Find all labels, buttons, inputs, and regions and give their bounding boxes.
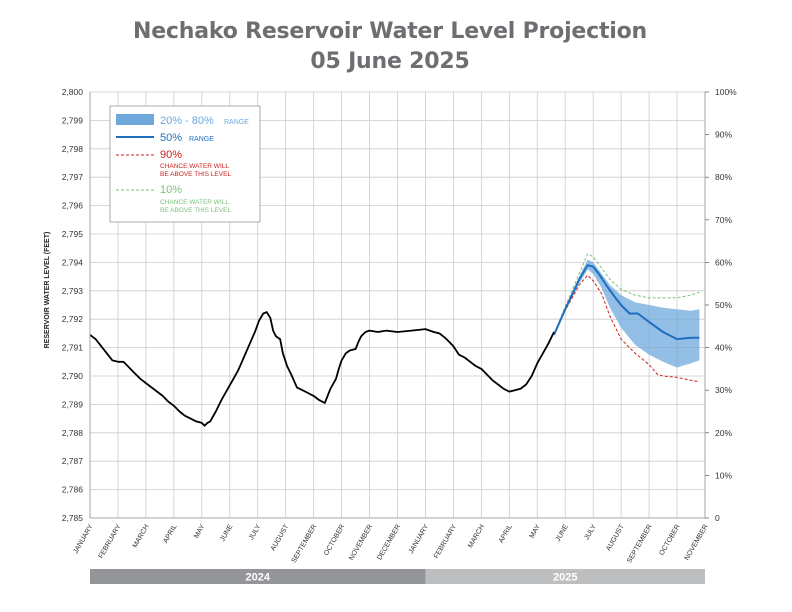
y-tick-label: 2,786 xyxy=(62,485,84,495)
x-tick-label: AUGUST xyxy=(270,523,291,552)
x-tick-label: DECEMBER xyxy=(376,524,402,562)
legend-range-suffix: RANGE xyxy=(224,119,249,126)
x-tick-label: JANUARY xyxy=(408,523,431,555)
chart-subtitle: 05 June 2025 xyxy=(310,49,470,74)
y-tick-label: 2,792 xyxy=(62,314,84,324)
y-tick-label: 2,787 xyxy=(62,456,84,466)
p10-line xyxy=(553,253,700,335)
y2-tick-label: 20% xyxy=(715,428,732,438)
chart-title: Nechako Reservoir Water Level Projection xyxy=(132,19,648,44)
x-tick-label: JULY xyxy=(584,523,599,541)
y-tick-label: 2,795 xyxy=(62,229,84,239)
range-band xyxy=(554,259,700,368)
year-segment-2024 xyxy=(90,569,426,584)
x-tick-label: MARCH xyxy=(132,524,151,550)
x-tick-label: NOVEMBER xyxy=(684,524,710,562)
y2-tick-label: 90% xyxy=(715,130,732,140)
x-tick-label: JUNE xyxy=(219,523,234,543)
legend-p90-label: 90% xyxy=(160,149,182,161)
legend-p90-desc2: BE ABOVE THIS LEVEL xyxy=(160,171,231,178)
year-label: 2024 xyxy=(245,572,270,584)
x-tick-label: MAY xyxy=(193,523,207,539)
y-tick-label: 2,794 xyxy=(62,257,84,267)
y-tick-label: 2,796 xyxy=(62,201,84,211)
y-tick-label: 2,793 xyxy=(62,286,84,296)
x-tick-label: MARCH xyxy=(467,524,486,550)
median-line xyxy=(553,264,700,341)
legend-p10-desc1: CHANCE WATER WILL xyxy=(160,199,229,206)
legend-median-suffix: RANGE xyxy=(189,136,214,143)
y-tick-label: 2,800 xyxy=(62,87,84,97)
x-tick-label: JUNE xyxy=(555,523,570,543)
x-tick-label: APRIL xyxy=(498,523,514,544)
y2-tick-label: 0 xyxy=(715,513,720,523)
p90-line xyxy=(553,274,700,383)
y2-tick-label: 10% xyxy=(715,470,732,480)
y2-tick-label: 70% xyxy=(715,215,732,225)
y-tick-label: 2,789 xyxy=(62,399,84,409)
y2-tick-label: 60% xyxy=(715,257,732,267)
x-tick-label: JANUARY xyxy=(72,523,95,555)
x-tick-label: MAY xyxy=(529,523,543,539)
y2-tick-label: 80% xyxy=(715,172,732,182)
history-line xyxy=(89,311,555,427)
x-tick-label: SEPTEMBER xyxy=(626,524,654,565)
y-tick-label: 2,791 xyxy=(62,343,84,353)
year-segment-2025 xyxy=(425,569,705,584)
x-tick-label: APRIL xyxy=(162,523,178,544)
legend-p10-label: 10% xyxy=(160,184,182,196)
y2-tick-label: 30% xyxy=(715,385,732,395)
y2-tick-label: 40% xyxy=(715,343,732,353)
year-bar: 2024 2025 xyxy=(90,569,705,584)
legend: 20% - 80% RANGE 50% RANGE 90% CHANCE WAT… xyxy=(109,105,261,223)
y-tick-label: 2,785 xyxy=(62,513,84,523)
y-tick-label: 2,797 xyxy=(62,172,84,182)
x-tick-label: JULY xyxy=(248,523,263,541)
x-tick-label: FEBRUARY xyxy=(98,523,123,560)
x-tick-label: OCTOBER xyxy=(323,524,346,557)
legend-range-label: 20% - 80% xyxy=(160,115,214,127)
legend-p10-desc2: BE ABOVE THIS LEVEL xyxy=(160,207,231,214)
x-tick-label: FEBRUARY xyxy=(433,523,458,560)
y-tick-label: 2,790 xyxy=(62,371,84,381)
y-tick-label: 2,798 xyxy=(62,144,84,154)
y2-tick-label: 100% xyxy=(715,87,737,97)
x-tick-label: AUGUST xyxy=(605,523,626,552)
x-tick-label: OCTOBER xyxy=(658,524,681,557)
series-lines xyxy=(89,253,700,427)
x-tick-label: NOVEMBER xyxy=(348,524,374,562)
y-tick-label: 2,799 xyxy=(62,115,84,125)
y2-tick-label: 50% xyxy=(715,300,732,310)
y-axis-label: RESERVOIR WATER LEVEL (FEET) xyxy=(44,232,51,349)
legend-box xyxy=(109,105,261,223)
legend-median-label: 50% xyxy=(160,132,182,144)
y-tick-label: 2,788 xyxy=(62,428,84,438)
range-band-area xyxy=(554,259,700,368)
legend-range-swatch xyxy=(116,114,154,125)
year-label: 2025 xyxy=(553,572,577,584)
x-tick-label: SEPTEMBER xyxy=(291,524,319,565)
legend-p90-desc1: CHANCE WATER WILL xyxy=(160,163,229,170)
